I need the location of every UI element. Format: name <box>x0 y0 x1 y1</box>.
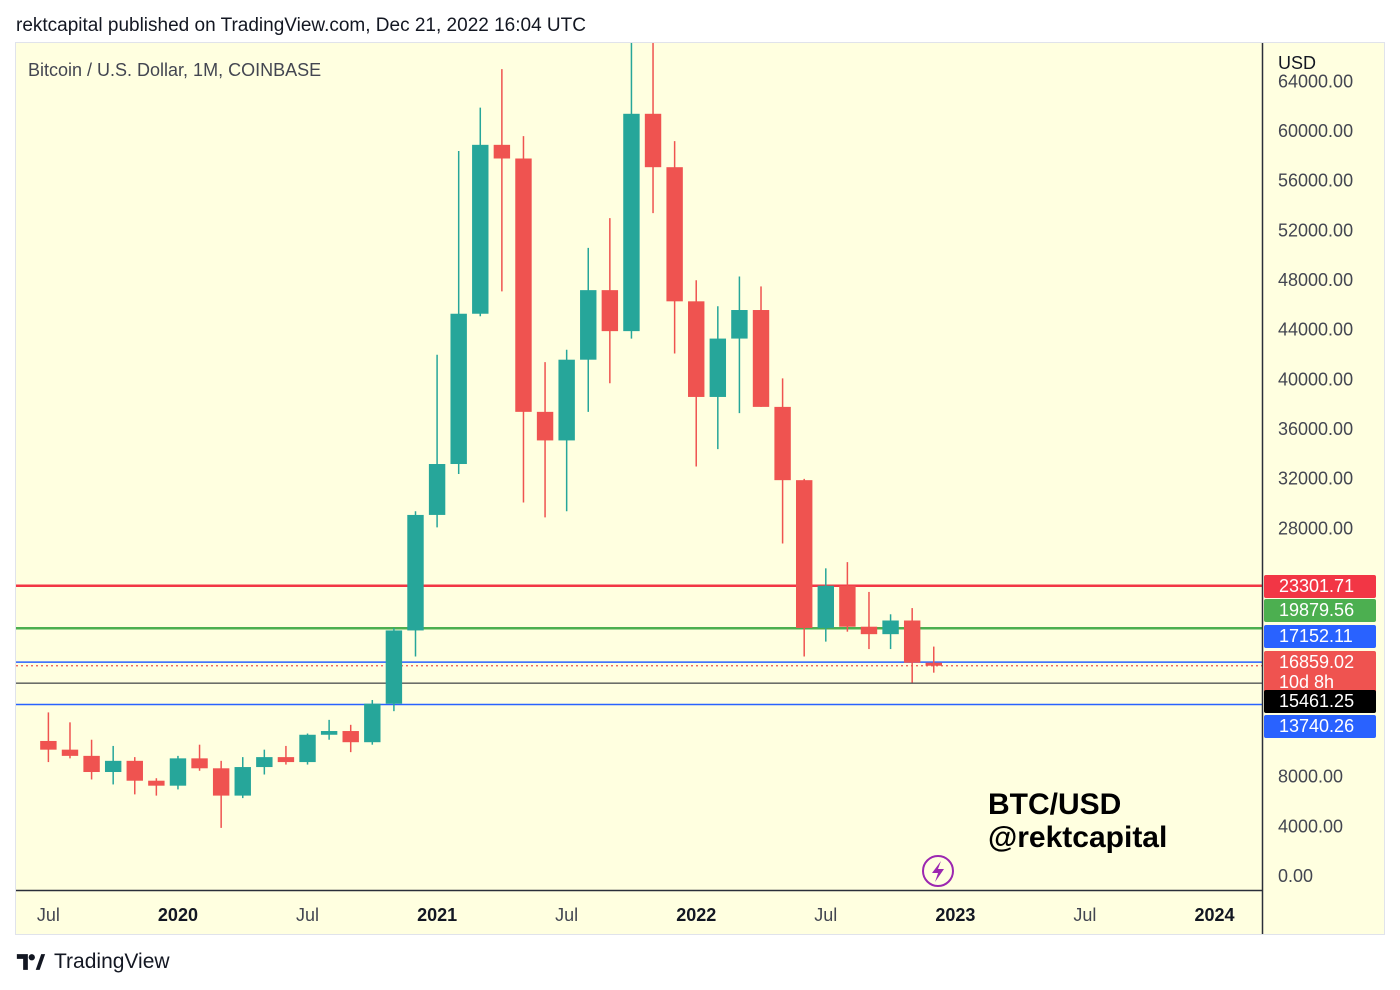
candle-body <box>169 758 187 786</box>
x-tick-label: Jul <box>555 905 578 925</box>
candle-body <box>644 113 662 168</box>
price-label-text: 16859.02 <box>1279 652 1354 672</box>
price-label-text: 13740.26 <box>1279 716 1354 736</box>
watermark-handle: @rektcapital <box>988 821 1168 854</box>
candle-body <box>666 167 683 302</box>
price-label-text: 17152.11 <box>1279 626 1353 646</box>
candle-body <box>212 768 230 796</box>
price-label-badge <box>1264 599 1376 622</box>
candle-body <box>817 585 834 628</box>
candle-body <box>299 734 316 763</box>
candle-body <box>472 144 489 314</box>
watermark-pair: BTC/USD <box>988 788 1122 821</box>
candle-body <box>839 585 856 627</box>
publish-header: rektcapital published on TradingView.com… <box>16 15 586 36</box>
x-tick-label: Jul <box>37 905 60 925</box>
candle-body <box>731 310 748 339</box>
candle-body <box>515 158 532 412</box>
footer-brand-label: TradingView <box>54 950 170 973</box>
lightning-icon-bolt <box>932 861 944 882</box>
y-tick-label: 60000.00 <box>1278 121 1353 141</box>
tradingview-logo-icon <box>16 954 46 970</box>
candles-group <box>40 43 942 828</box>
y-tick-label: 56000.00 <box>1278 171 1353 191</box>
candle-body <box>752 310 770 407</box>
candle-body <box>364 703 381 743</box>
y-tick-label: 52000.00 <box>1278 220 1353 240</box>
candle-body <box>342 731 359 743</box>
candle-body <box>493 144 511 159</box>
x-tick-label: Jul <box>1073 905 1096 925</box>
candle-body <box>320 731 338 735</box>
footer-brand[interactable]: TradingView <box>16 950 170 974</box>
y-tick-label: 4000.00 <box>1278 816 1343 836</box>
y-tick-label: 28000.00 <box>1278 518 1353 538</box>
currency-label: USD <box>1278 53 1316 73</box>
candle-body <box>40 740 57 750</box>
price-label-text: 23301.71 <box>1279 576 1354 596</box>
candle-body <box>580 290 597 360</box>
symbol-title: Bitcoin / U.S. Dollar, 1M, COINBASE <box>28 60 322 80</box>
candle-body <box>795 480 813 628</box>
y-tick-label: 40000.00 <box>1278 369 1353 389</box>
price-label-badge <box>1264 625 1376 648</box>
lightning-icon <box>922 855 954 887</box>
candle-body <box>61 749 79 756</box>
candle-body <box>882 620 899 635</box>
price-label-badge <box>1264 575 1376 598</box>
x-tick-label: 2023 <box>935 905 975 925</box>
candle-body <box>104 760 122 773</box>
candle-body <box>126 760 143 781</box>
candle-body <box>536 411 554 441</box>
y-tick-label: 48000.00 <box>1278 270 1353 290</box>
candle-body <box>256 757 273 768</box>
price-label-badge <box>1264 690 1376 713</box>
x-tick-label: Jul <box>296 905 319 925</box>
candle-body <box>623 113 640 332</box>
y-tick-label: 32000.00 <box>1278 469 1353 489</box>
x-tick-label: 2024 <box>1194 905 1234 925</box>
candle-body <box>407 514 424 631</box>
candle-body <box>601 290 619 332</box>
candle-body <box>234 767 251 796</box>
y-tick-label: 8000.00 <box>1278 767 1343 787</box>
x-tick-label: 2020 <box>158 905 198 925</box>
candle-body <box>774 406 791 481</box>
candle-body <box>709 338 727 397</box>
x-tick-label: 2021 <box>417 905 457 925</box>
candle-body <box>903 620 921 663</box>
candle-body <box>385 630 403 704</box>
candle-body <box>148 780 165 786</box>
price-label-text: 15461.25 <box>1279 691 1354 711</box>
author-watermark: BTC/USD @rektcapital <box>988 788 1167 854</box>
candle-body <box>428 464 446 515</box>
y-tick-label: 36000.00 <box>1278 419 1353 439</box>
price-label-text: 19879.56 <box>1279 600 1354 620</box>
candle-body <box>558 359 575 441</box>
x-tick-label: Jul <box>814 905 837 925</box>
candle-body <box>925 662 942 666</box>
candle-body <box>688 301 705 397</box>
y-tick-label: 64000.00 <box>1278 71 1353 91</box>
price-label-badge <box>1264 651 1376 694</box>
price-label-badge <box>1264 715 1376 738</box>
y-tick-label: 0.00 <box>1278 866 1313 886</box>
lightning-icon-ring <box>922 855 954 887</box>
price-countdown-text: 10d 8h <box>1279 672 1334 692</box>
candle-body <box>277 757 295 763</box>
candle-body <box>450 313 467 465</box>
x-tick-label: 2022 <box>676 905 716 925</box>
candle-body <box>191 758 208 769</box>
candle-body <box>860 626 878 635</box>
candle-body <box>83 755 100 773</box>
y-tick-label: 44000.00 <box>1278 320 1353 340</box>
